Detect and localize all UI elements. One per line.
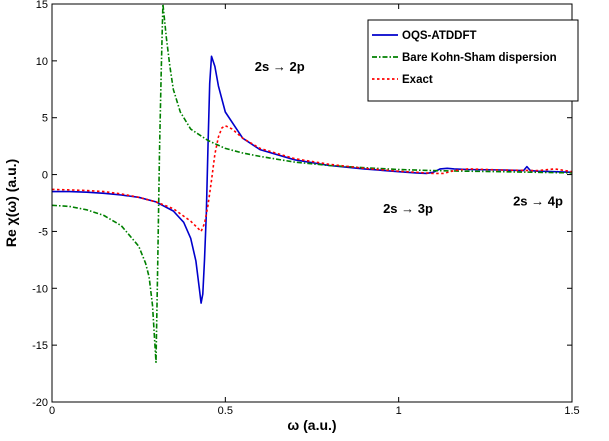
series-line-1	[52, 4, 572, 364]
series-line-2	[52, 124, 572, 233]
y-axis: -20 -15 -10 -5 0 5 10 15	[32, 0, 572, 409]
y-tick-label: 5	[42, 113, 48, 125]
x-tick-label: 1.5	[564, 405, 579, 417]
x-tick-label: 1	[396, 405, 402, 417]
x-axis-label: ω (a.u.)	[287, 417, 336, 433]
series-group	[52, 4, 572, 364]
y-tick-label: -5	[38, 226, 48, 238]
legend-label: Bare Kohn-Sham dispersion	[402, 52, 557, 64]
annotation-label: 2s → 3p	[383, 201, 433, 216]
legend-label: Exact	[402, 74, 433, 86]
annotations-group: 2s → 2p 2s → 3p 2s → 4p	[255, 59, 563, 216]
series-line-0	[52, 55, 572, 304]
plot-frame	[51, 3, 573, 403]
legend-label: OQS-ATDDFT	[402, 30, 477, 42]
legend: OQS-ATDDFT Bare Kohn-Sham dispersion Exact	[367, 19, 579, 102]
y-tick-label: 15	[36, 0, 48, 11]
y-tick-label: -20	[32, 397, 48, 409]
y-axis-label: Re χ(ω) (a.u.)	[3, 159, 19, 247]
annotation-label: 2s → 2p	[255, 59, 305, 74]
legend-box	[367, 19, 579, 102]
y-tick-label: 0	[42, 170, 48, 182]
y-tick-label: -10	[32, 283, 48, 295]
x-tick-label: 0.5	[218, 405, 233, 417]
x-tick-label: 0	[49, 405, 55, 417]
y-tick-label: -15	[32, 340, 48, 352]
annotation-label: 2s → 4p	[513, 193, 563, 208]
y-tick-label: 10	[36, 56, 48, 68]
